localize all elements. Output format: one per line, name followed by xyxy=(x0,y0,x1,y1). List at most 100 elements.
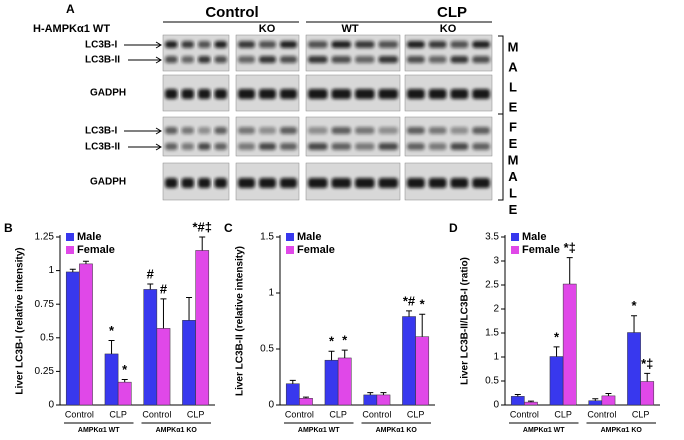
y-tick-label: 0.5 xyxy=(260,344,274,355)
panel-label: C xyxy=(224,221,233,235)
band xyxy=(198,127,211,134)
annotation: * xyxy=(342,333,348,348)
y-tick-label: 0.75 xyxy=(35,299,55,310)
annotation: * xyxy=(420,297,426,312)
band xyxy=(280,89,297,99)
legend-label: Female xyxy=(522,244,560,256)
band xyxy=(407,178,425,188)
x-tick-label: CLP xyxy=(632,409,650,419)
band xyxy=(214,89,227,99)
x-tick-label: Control xyxy=(65,409,94,419)
y-tick-label: 0 xyxy=(48,400,54,411)
band xyxy=(450,41,469,48)
band-label: LC3B-II xyxy=(85,55,120,66)
bar xyxy=(285,383,300,406)
band xyxy=(181,41,194,48)
band-label: LC3B-I xyxy=(85,126,117,137)
y-tick-label: 1.25 xyxy=(35,232,55,243)
band xyxy=(280,41,297,48)
legend-label: Female xyxy=(77,244,115,256)
annotation: * xyxy=(109,323,115,338)
band xyxy=(378,178,398,188)
error-bar xyxy=(553,346,560,357)
band-label: GADPH xyxy=(90,88,126,99)
y-tick-label: 1.5 xyxy=(485,328,499,339)
legend-swatch xyxy=(286,233,294,241)
y-tick-label: 1 xyxy=(268,288,274,299)
band xyxy=(238,89,255,99)
error-bar xyxy=(380,392,387,395)
annotation: *‡ xyxy=(641,356,653,371)
y-tick-label: 1 xyxy=(48,265,54,276)
error-bar xyxy=(341,349,348,358)
band xyxy=(181,56,194,63)
band xyxy=(472,89,490,99)
y-tick-label: 2.5 xyxy=(485,280,499,291)
band xyxy=(428,89,447,99)
error-bar xyxy=(328,350,335,361)
legend-swatch xyxy=(66,246,74,254)
genotype-label: H-AMPKα1 WT xyxy=(33,23,110,35)
bar xyxy=(363,394,378,406)
group-label: AMPKα1 KO xyxy=(156,427,198,434)
band xyxy=(165,178,178,188)
error-bar xyxy=(160,298,167,329)
bar xyxy=(156,328,171,406)
x-tick-label: Control xyxy=(587,409,616,419)
band xyxy=(259,127,276,134)
band xyxy=(259,56,276,63)
sex-letter: E xyxy=(509,202,518,217)
y-tick-label: 0 xyxy=(268,400,274,411)
band xyxy=(331,143,351,150)
blot-panel xyxy=(404,116,493,157)
band xyxy=(181,143,194,150)
band xyxy=(280,127,297,134)
bar xyxy=(79,263,93,406)
band xyxy=(165,89,178,99)
western-blot: A Control CLP H-AMPKα1 WT KO WT KO LC3B-… xyxy=(33,2,504,201)
band xyxy=(214,143,227,150)
band xyxy=(214,127,227,134)
band xyxy=(165,56,178,63)
error-bar xyxy=(82,260,89,264)
annotation: * xyxy=(554,329,560,344)
legend-label: Male xyxy=(297,231,321,243)
blot-panel xyxy=(305,34,401,72)
bar xyxy=(562,283,577,406)
sex-letter: E xyxy=(509,99,518,114)
condition-label: Control xyxy=(205,4,258,21)
band xyxy=(355,143,375,150)
band xyxy=(472,143,490,150)
band xyxy=(428,56,447,63)
legend-swatch xyxy=(286,246,294,254)
band xyxy=(181,178,194,188)
band xyxy=(259,89,276,99)
panel-label: B xyxy=(4,221,13,235)
bar xyxy=(524,401,538,406)
error-bar xyxy=(69,268,76,272)
band xyxy=(259,41,276,48)
band xyxy=(214,56,227,63)
annotation: *# xyxy=(403,293,416,308)
band xyxy=(331,41,351,48)
legend-swatch xyxy=(511,246,519,254)
band xyxy=(238,143,255,150)
bar xyxy=(182,320,196,406)
error-bar xyxy=(527,400,534,403)
band xyxy=(355,178,375,188)
sex-letter: A xyxy=(508,59,518,74)
y-tick-label: 0.5 xyxy=(40,332,54,343)
band xyxy=(331,127,351,134)
annotation: *#‡ xyxy=(192,219,212,234)
blot-images xyxy=(162,34,493,201)
blot-panel xyxy=(404,34,493,72)
band xyxy=(280,143,297,150)
error-bar xyxy=(631,315,638,333)
band xyxy=(378,41,398,48)
panel-label: A xyxy=(66,2,75,16)
bar xyxy=(510,396,525,406)
bar xyxy=(143,289,158,406)
error-bar xyxy=(121,378,128,383)
band xyxy=(308,56,328,63)
